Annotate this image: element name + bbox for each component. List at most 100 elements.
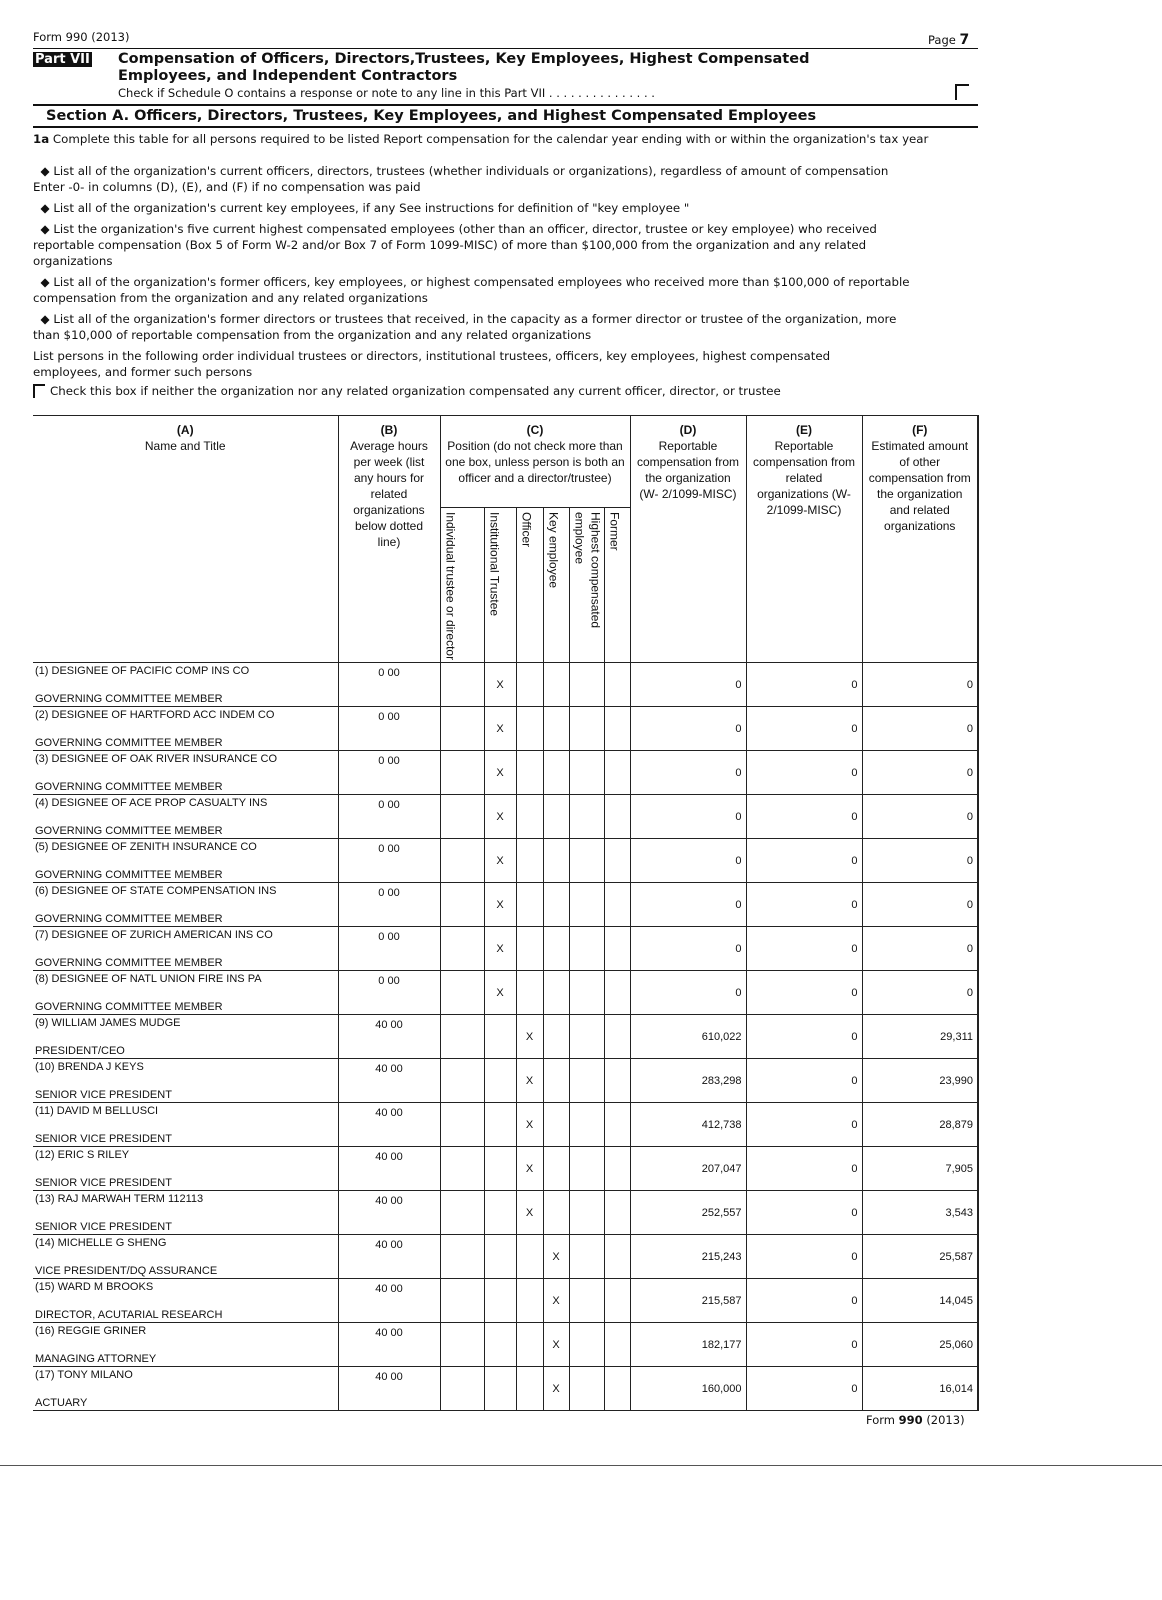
person-title: MANAGING ATTORNEY bbox=[35, 1353, 157, 1365]
col-c-sub-header: Institutional Trustee bbox=[483, 507, 517, 663]
person-name: (9) WILLIAM JAMES MUDGE bbox=[35, 1017, 181, 1029]
person-title: SENIOR VICE PRESIDENT bbox=[35, 1133, 172, 1145]
other-comp: 14,045 bbox=[861, 1278, 979, 1323]
position-checkbox-cell: X bbox=[483, 882, 517, 927]
col-letter: (E) bbox=[796, 423, 812, 437]
name-title-cell: (8) DESIGNEE OF NATL UNION FIRE INS PA GO… bbox=[33, 970, 339, 1015]
person-title: GOVERNING COMMITTEE MEMBER bbox=[35, 825, 223, 837]
reportable-comp-org: 283,298 bbox=[629, 1058, 747, 1103]
hours-cell: 0 00 bbox=[337, 882, 441, 927]
hours-cell: 40 00 bbox=[337, 1014, 441, 1059]
part-title: Compensation of Officers, Directors,Trus… bbox=[118, 51, 809, 85]
bullet-text: List all of the organization's former di… bbox=[33, 312, 897, 342]
position-checkbox-cell bbox=[603, 1058, 631, 1103]
position-checkbox-cell bbox=[542, 1102, 570, 1147]
table-row: (13) RAJ MARWAH TERM 112113 SENIOR VICE P… bbox=[33, 1190, 979, 1235]
hours-cell: 40 00 bbox=[337, 1234, 441, 1279]
position-checkbox-cell bbox=[439, 1322, 485, 1367]
other-comp: 16,014 bbox=[861, 1366, 979, 1411]
reportable-comp-related: 0 bbox=[745, 662, 863, 707]
position-checkbox-cell bbox=[483, 1278, 517, 1323]
reportable-comp-org: 207,047 bbox=[629, 1146, 747, 1191]
position-checkbox-cell bbox=[568, 1146, 605, 1191]
hours-cell: 40 00 bbox=[337, 1058, 441, 1103]
position-checkbox-cell bbox=[439, 1014, 485, 1059]
name-title-cell: (4) DESIGNEE OF ACE PROP CASUALTY INS GOV… bbox=[33, 794, 339, 839]
position-checkbox-cell bbox=[603, 926, 631, 971]
position-checkbox-cell bbox=[542, 750, 570, 795]
table-row: (7) DESIGNEE OF ZURICH AMERICAN INS CO GO… bbox=[33, 926, 979, 971]
position-checkbox-cell bbox=[542, 1014, 570, 1059]
position-checkbox-cell bbox=[603, 882, 631, 927]
position-checkbox-cell bbox=[568, 882, 605, 927]
bullet-text: List all of the organization's current o… bbox=[33, 164, 889, 194]
footer-form-label: Form 990 (2013) bbox=[866, 1413, 965, 1427]
position-checkbox-cell bbox=[542, 706, 570, 751]
table-row: (12) ERIC S RILEY SENIOR VICE PRESIDENT 40… bbox=[33, 1146, 979, 1191]
reportable-comp-related: 0 bbox=[745, 1322, 863, 1367]
1a-label: 1a bbox=[33, 132, 50, 146]
no-compensation-checkbox[interactable] bbox=[33, 384, 45, 398]
name-title-cell: (7) DESIGNEE OF ZURICH AMERICAN INS CO GO… bbox=[33, 926, 339, 971]
other-comp: 0 bbox=[861, 706, 979, 751]
position-checkbox-cell bbox=[603, 1190, 631, 1235]
position-checkbox-cell bbox=[603, 1146, 631, 1191]
person-title: SENIOR VICE PRESIDENT bbox=[35, 1089, 172, 1101]
name-title-cell: (14) MICHELLE G SHENG VICE PRESIDENT/DQ A… bbox=[33, 1234, 339, 1279]
person-name: (8) DESIGNEE OF NATL UNION FIRE INS PA bbox=[35, 973, 262, 985]
1a-text: Complete this table for all persons requ… bbox=[52, 132, 929, 146]
position-checkbox-cell bbox=[542, 662, 570, 707]
position-checkbox-cell bbox=[568, 926, 605, 971]
col-c-sub-header: Former bbox=[603, 507, 631, 663]
footer-prefix: Form bbox=[866, 1413, 895, 1427]
bullet-text: List all of the organization's former of… bbox=[33, 275, 910, 305]
position-checkbox-cell bbox=[483, 1102, 517, 1147]
person-title: SENIOR VICE PRESIDENT bbox=[35, 1221, 172, 1233]
position-checkbox-cell bbox=[603, 794, 631, 839]
person-title: SENIOR VICE PRESIDENT bbox=[35, 1177, 172, 1189]
reportable-comp-related: 0 bbox=[745, 1190, 863, 1235]
person-name: (15) WARD M BROOKS bbox=[35, 1281, 154, 1293]
position-checkbox-cell bbox=[439, 750, 485, 795]
section-title: Section A. Officers, Directors, Trustees… bbox=[46, 108, 817, 124]
reportable-comp-org: 182,177 bbox=[629, 1322, 747, 1367]
position-checkbox-cell bbox=[568, 1058, 605, 1103]
instruction-1a: 1a Complete this table for all persons r… bbox=[33, 131, 983, 147]
position-checkbox-cell bbox=[542, 1058, 570, 1103]
position-checkbox-cell bbox=[603, 750, 631, 795]
position-checkbox-cell bbox=[603, 838, 631, 883]
instruction-order: List persons in the following order indi… bbox=[33, 349, 831, 379]
hours-cell: 40 00 bbox=[337, 1146, 441, 1191]
reportable-comp-related: 0 bbox=[745, 1102, 863, 1147]
other-comp: 3,543 bbox=[861, 1190, 979, 1235]
reportable-comp-org: 610,022 bbox=[629, 1014, 747, 1059]
other-comp: 28,879 bbox=[861, 1102, 979, 1147]
reportable-comp-org: 215,243 bbox=[629, 1234, 747, 1279]
position-checkbox-cell bbox=[568, 1234, 605, 1279]
col-b-header: (B) Average hours per week (list any hour… bbox=[337, 415, 441, 663]
position-checkbox-cell bbox=[603, 970, 631, 1015]
position-checkbox-cell bbox=[568, 1278, 605, 1323]
person-name: (12) ERIC S RILEY bbox=[35, 1149, 130, 1161]
other-comp: 29,311 bbox=[861, 1014, 979, 1059]
reportable-comp-related: 0 bbox=[745, 882, 863, 927]
schedule-o-checkbox[interactable] bbox=[955, 84, 969, 100]
person-name: (4) DESIGNEE OF ACE PROP CASUALTY INS bbox=[35, 797, 268, 809]
person-name: (10) BRENDA J KEYS bbox=[35, 1061, 144, 1073]
position-checkbox-cell bbox=[515, 706, 544, 751]
col-letter: (F) bbox=[912, 423, 928, 437]
col-label: Name and Title bbox=[144, 439, 226, 453]
col-c-sub-header: Officer bbox=[515, 507, 544, 663]
position-checkbox-cell bbox=[603, 706, 631, 751]
col-label: Reportable compensation from the organiz… bbox=[636, 439, 740, 501]
position-checkbox-cell bbox=[515, 1234, 544, 1279]
hours-cell: 40 00 bbox=[337, 1190, 441, 1235]
position-checkbox-cell bbox=[603, 1014, 631, 1059]
reportable-comp-related: 0 bbox=[745, 1014, 863, 1059]
hours-cell: 0 00 bbox=[337, 926, 441, 971]
reportable-comp-related: 0 bbox=[745, 706, 863, 751]
position-checkbox-cell bbox=[603, 1102, 631, 1147]
position-checkbox-cell: X bbox=[515, 1146, 544, 1191]
col-a-header: (A) Name and Title bbox=[33, 415, 339, 663]
